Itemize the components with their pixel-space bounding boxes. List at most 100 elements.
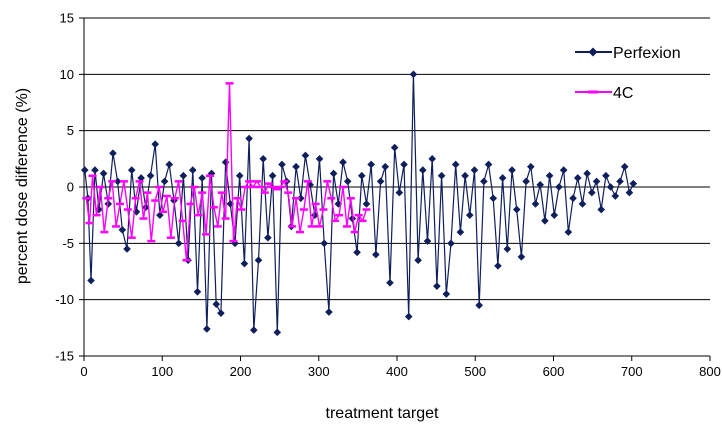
data-point xyxy=(573,174,582,182)
data-point xyxy=(160,177,169,186)
data-point xyxy=(80,166,89,174)
data-point xyxy=(522,177,530,186)
data-point xyxy=(348,214,357,223)
data-point xyxy=(334,200,343,208)
data-point xyxy=(597,205,606,214)
data-point xyxy=(484,160,493,169)
data-point xyxy=(268,171,277,180)
data-point xyxy=(456,228,465,236)
data-point xyxy=(109,149,117,157)
data-point xyxy=(165,160,174,169)
data-point xyxy=(217,309,225,317)
x-tick-label: 800 xyxy=(699,364,721,379)
data-point xyxy=(400,160,408,169)
data-point xyxy=(357,171,366,180)
data-point xyxy=(254,256,263,265)
data-point xyxy=(353,248,361,257)
data-point xyxy=(259,155,267,163)
data-point xyxy=(390,143,399,152)
x-tick-label: 500 xyxy=(464,364,486,379)
data-point xyxy=(550,211,559,219)
data-point xyxy=(118,226,127,234)
data-point xyxy=(362,200,371,208)
legend-swatch-marker xyxy=(588,47,598,57)
data-point xyxy=(395,188,404,197)
data-point xyxy=(151,140,160,148)
data-point xyxy=(602,171,610,180)
data-point xyxy=(87,276,95,285)
data-point xyxy=(146,171,155,180)
data-point xyxy=(325,308,333,316)
data-point xyxy=(226,200,235,208)
data-point xyxy=(212,300,221,308)
data-point xyxy=(207,169,216,178)
data-point xyxy=(625,188,634,197)
data-point xyxy=(343,177,352,186)
data-point xyxy=(329,169,338,178)
data-point xyxy=(545,171,554,180)
data-point xyxy=(428,155,437,163)
data-point xyxy=(240,259,249,268)
data-point xyxy=(113,177,122,186)
data-point xyxy=(296,194,305,203)
tick-labels: -15 -10 -5 0 5 10 15 0 100 200 300 400 500 600 700 800 xyxy=(55,11,721,380)
data-point xyxy=(442,290,451,298)
data-point xyxy=(123,245,131,253)
y-axis-title: percent dose difference (%) xyxy=(14,88,31,284)
series-group xyxy=(80,70,638,337)
data-point xyxy=(99,169,108,178)
data-point xyxy=(541,217,549,225)
legend-item-4c: 4C xyxy=(566,78,694,106)
data-point xyxy=(536,180,544,189)
data-point xyxy=(203,325,211,333)
data-point xyxy=(629,179,638,188)
x-tick-label: 700 xyxy=(621,364,643,379)
data-point xyxy=(433,282,441,290)
data-point xyxy=(245,134,253,143)
x-tick-label: 400 xyxy=(386,364,408,379)
x-tick-label: 100 xyxy=(151,364,173,379)
data-point xyxy=(419,166,427,174)
data-point xyxy=(588,188,596,197)
data-point xyxy=(193,287,202,296)
x-axis-title: treatment target xyxy=(326,405,440,422)
data-point xyxy=(606,183,615,191)
data-point xyxy=(386,278,394,287)
data-point xyxy=(179,171,188,180)
data-point xyxy=(264,233,272,242)
y-tick-label: -10 xyxy=(55,292,74,307)
data-point xyxy=(404,312,413,321)
data-point xyxy=(616,177,624,186)
x-tick-label: 0 xyxy=(80,364,87,379)
data-point xyxy=(569,194,577,203)
data-point xyxy=(555,183,563,191)
data-point xyxy=(423,237,432,245)
data-point xyxy=(250,326,258,334)
data-point xyxy=(503,245,512,253)
data-point xyxy=(498,174,507,182)
data-point xyxy=(198,174,206,182)
data-point xyxy=(461,171,469,180)
x-tick-label: 600 xyxy=(543,364,565,379)
data-point xyxy=(583,169,591,178)
y-tick-label: 0 xyxy=(67,180,74,195)
data-point xyxy=(315,155,324,163)
data-point xyxy=(578,200,587,208)
x-tick-label: 200 xyxy=(230,364,252,379)
data-point xyxy=(188,166,197,174)
series-4c xyxy=(82,82,371,262)
data-point xyxy=(91,166,99,174)
data-point xyxy=(292,162,300,171)
x-tick-label: 300 xyxy=(308,364,330,379)
data-point xyxy=(475,301,483,310)
legend-label: 4C xyxy=(613,85,633,102)
data-point xyxy=(470,166,479,174)
data-point xyxy=(564,228,573,236)
data-point xyxy=(451,160,460,169)
data-point xyxy=(592,177,601,186)
data-point xyxy=(381,162,390,171)
y-tick-label: 5 xyxy=(67,123,74,138)
data-point xyxy=(527,162,535,171)
data-point xyxy=(235,171,244,180)
